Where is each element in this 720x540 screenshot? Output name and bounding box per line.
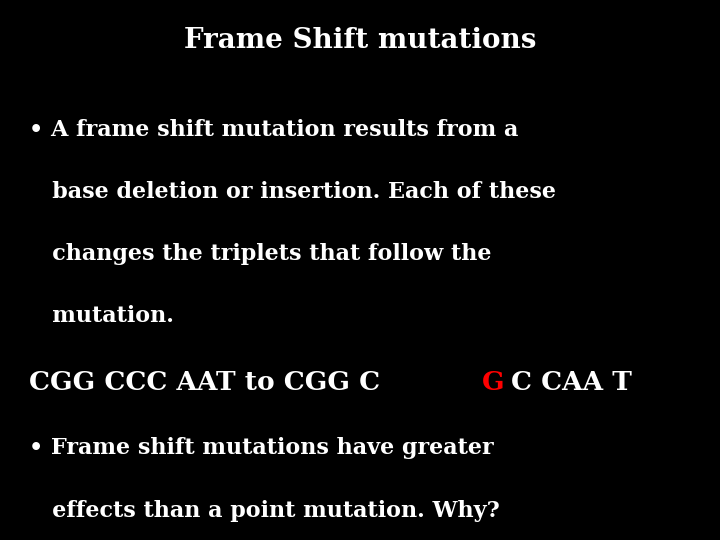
Text: Frame Shift mutations: Frame Shift mutations [184,27,536,54]
Text: G: G [482,370,505,395]
Text: base deletion or insertion. Each of these: base deletion or insertion. Each of thes… [29,181,556,203]
Text: • A frame shift mutation results from a: • A frame shift mutation results from a [29,119,518,141]
Text: CGG CCC AAT to CGG C: CGG CCC AAT to CGG C [29,370,380,395]
Text: mutation.: mutation. [29,305,174,327]
Text: • Frame shift mutations have greater: • Frame shift mutations have greater [29,437,493,460]
Text: changes the triplets that follow the: changes the triplets that follow the [29,243,491,265]
Text: C CAA T: C CAA T [511,370,632,395]
Text: effects than a point mutation. Why?: effects than a point mutation. Why? [29,500,500,522]
